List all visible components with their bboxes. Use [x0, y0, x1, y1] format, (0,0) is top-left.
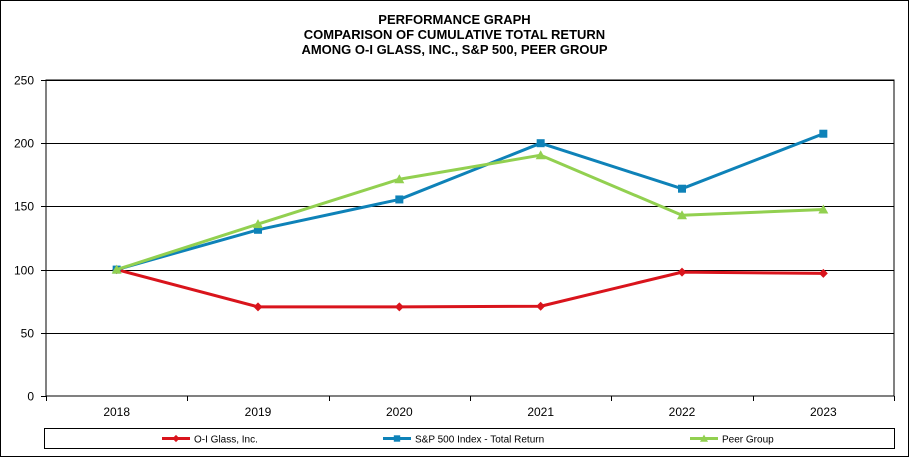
legend-entry: O-I Glass, Inc.: [162, 435, 258, 446]
legend-swatch-marker: [393, 435, 401, 442]
legend-label: Peer Group: [722, 435, 774, 446]
x-tick-label: 2022: [669, 405, 696, 419]
x-tick-label: 2021: [527, 405, 554, 419]
x-tick-label: 2019: [245, 405, 272, 419]
legend-box: [44, 428, 895, 449]
legend-swatch-marker: [172, 434, 180, 443]
legend: O-I Glass, Inc. S&P 500 Index - Total Ret…: [44, 428, 895, 449]
legend-label: S&P 500 Index - Total Return: [415, 435, 544, 446]
data-point: [111, 264, 122, 274]
data-point: [253, 302, 263, 312]
legend-swatch-marker: [700, 434, 708, 442]
data-point: [253, 219, 263, 229]
y-tick-label: 200: [14, 137, 34, 151]
data-point: [818, 268, 828, 278]
series-line: [116, 153, 824, 272]
data-point: [536, 301, 546, 311]
y-tick-label: 150: [14, 200, 34, 214]
data-point: [819, 129, 828, 138]
plot-background: [45, 79, 895, 397]
chart-title-line-1: PERFORMANCE GRAPH: [378, 12, 531, 27]
y-tick-label: 250: [14, 74, 34, 88]
grid-lines: [46, 80, 894, 334]
series-2: [111, 150, 829, 274]
chart-title-line-3: AMONG O-I GLASS, INC., S&P 500, PEER GRO…: [301, 42, 608, 57]
plot-area: [45, 79, 895, 397]
legend-label: O-I Glass, Inc.: [194, 435, 258, 446]
x-tick-label: 2023: [810, 405, 837, 419]
series-line: [116, 268, 824, 309]
y-tick-label: 100: [14, 264, 34, 278]
chart-title-line-2: COMPARISON OF CUMULATIVE TOTAL RETURN: [303, 27, 606, 42]
x-tick-label: 2020: [386, 405, 413, 419]
data-point: [677, 267, 687, 277]
data-point: [535, 150, 546, 160]
series-line: [116, 132, 824, 272]
series-lines: [111, 129, 829, 312]
y-tick-label: 50: [21, 327, 35, 341]
data-point: [254, 225, 262, 234]
data-point: [395, 195, 404, 204]
y-tick-label: 0: [27, 390, 34, 404]
data-point: [678, 184, 686, 193]
legend-entry: Peer Group: [690, 434, 774, 446]
x-tick-label: 2018: [103, 405, 130, 419]
legend-entry: S&P 500 Index - Total Return: [383, 435, 544, 446]
data-point: [394, 302, 404, 312]
data-point: [394, 174, 405, 184]
data-point: [818, 204, 829, 214]
data-point: [536, 139, 545, 148]
chart-title: PERFORMANCE GRAPH COMPARISON OF CUMULATI…: [0, 12, 909, 57]
data-point: [677, 210, 687, 220]
axes: 0 50 100 150 200 250 2018 2019 2020 2021 2022 2023: [14, 74, 895, 419]
